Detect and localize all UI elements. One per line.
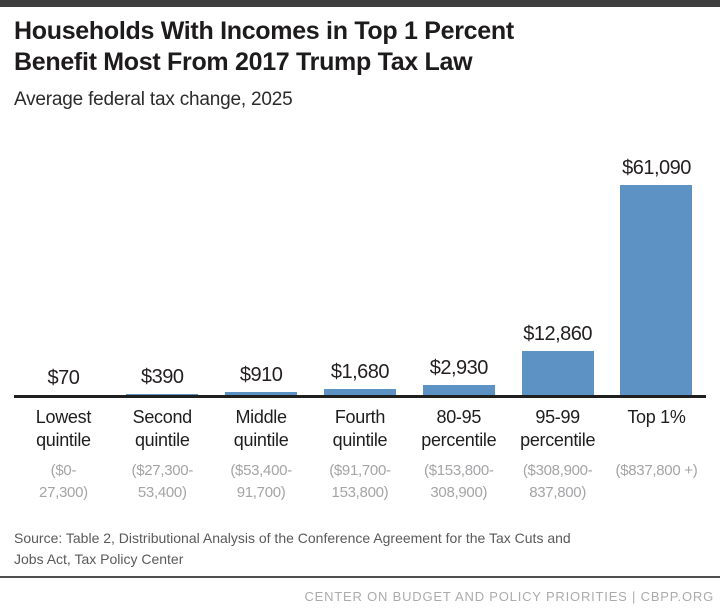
bar-column: $61,090 bbox=[607, 155, 706, 395]
income-range-label: ($91,700- 153,800) bbox=[329, 462, 391, 501]
top-accent-bar bbox=[0, 0, 720, 7]
bar-column: $12,860 bbox=[508, 155, 607, 395]
chart-title-line2: Benefit Most From 2017 Trump Tax Law bbox=[14, 48, 473, 76]
axis-label-cell: 95-99 percentile ($308,900- 837,800) bbox=[508, 406, 607, 504]
bar-column: $390 bbox=[113, 155, 212, 395]
axis-label-cell: Lowest quintile ($0- 27,300) bbox=[14, 406, 113, 504]
axis-label-cell: Middle quintile ($53,400- 91,700) bbox=[212, 406, 311, 504]
axis-label-cell: 80-95 percentile ($153,800- 308,900) bbox=[409, 406, 508, 504]
income-range-label: ($308,900- 837,800) bbox=[522, 462, 593, 501]
x-axis-line bbox=[14, 395, 706, 398]
bar-value-label: $12,860 bbox=[523, 322, 593, 345]
footer-divider bbox=[0, 576, 720, 578]
bar-value-label: $910 bbox=[239, 363, 283, 386]
category-label: 95-99 percentile bbox=[520, 407, 596, 450]
bar-column: $1,680 bbox=[311, 155, 410, 395]
bar-chart-plot-area: $70 $390 $910 $1,680 $2,930 $12,860 $61,… bbox=[14, 155, 706, 395]
bar-column: $70 bbox=[14, 155, 113, 395]
axis-label-cell: Fourth quintile ($91,700- 153,800) bbox=[311, 406, 410, 504]
bar bbox=[225, 391, 298, 395]
axis-label-cell: Second quintile ($27,300- 53,400) bbox=[113, 406, 212, 504]
category-label: Lowest quintile bbox=[35, 407, 92, 450]
income-range-label: ($153,800- 308,900) bbox=[424, 462, 494, 501]
income-range-label: ($27,300- 53,400) bbox=[131, 462, 194, 501]
bar bbox=[521, 350, 594, 395]
category-label: Top 1% bbox=[627, 407, 686, 427]
source-note: Source: Table 2, Distributional Analysis… bbox=[14, 528, 694, 570]
x-axis-labels: Lowest quintile ($0- 27,300) Second quin… bbox=[14, 406, 706, 504]
bar-value-label: $70 bbox=[47, 366, 80, 389]
axis-label-cell: Top 1% ($837,800 +) bbox=[607, 406, 706, 504]
chart-subtitle: Average federal tax change, 2025 bbox=[14, 89, 293, 110]
source-line2: Jobs Act, Tax Policy Center bbox=[14, 551, 184, 567]
category-label: Fourth quintile bbox=[332, 407, 388, 450]
bar-column: $910 bbox=[212, 155, 311, 395]
bar-value-label: $390 bbox=[141, 365, 184, 388]
category-label: Second quintile bbox=[132, 407, 193, 450]
bar-value-label: $1,680 bbox=[330, 361, 390, 384]
bar bbox=[126, 393, 199, 395]
income-range-label: ($0- 27,300) bbox=[39, 462, 88, 501]
chart-title-line1: Households With Incomes in Top 1 Percent bbox=[14, 17, 514, 45]
bar-value-label: $61,090 bbox=[622, 157, 691, 179]
footer-credit: CENTER ON BUDGET AND POLICY PRIORITIES |… bbox=[304, 589, 714, 604]
chart-title: Households With Incomes in Top 1 Percent… bbox=[14, 16, 674, 78]
income-range-label: ($837,800 +) bbox=[615, 462, 698, 479]
bar bbox=[323, 389, 396, 395]
bar bbox=[422, 384, 495, 395]
bar bbox=[620, 185, 693, 395]
source-line1: Source: Table 2, Distributional Analysis… bbox=[14, 530, 571, 546]
category-label: 80-95 percentile bbox=[421, 407, 497, 450]
bar-column: $2,930 bbox=[409, 155, 508, 395]
bar-value-label: $2,930 bbox=[429, 356, 489, 379]
category-label: Middle quintile bbox=[233, 407, 289, 450]
income-range-label: ($53,400- 91,700) bbox=[230, 462, 292, 501]
